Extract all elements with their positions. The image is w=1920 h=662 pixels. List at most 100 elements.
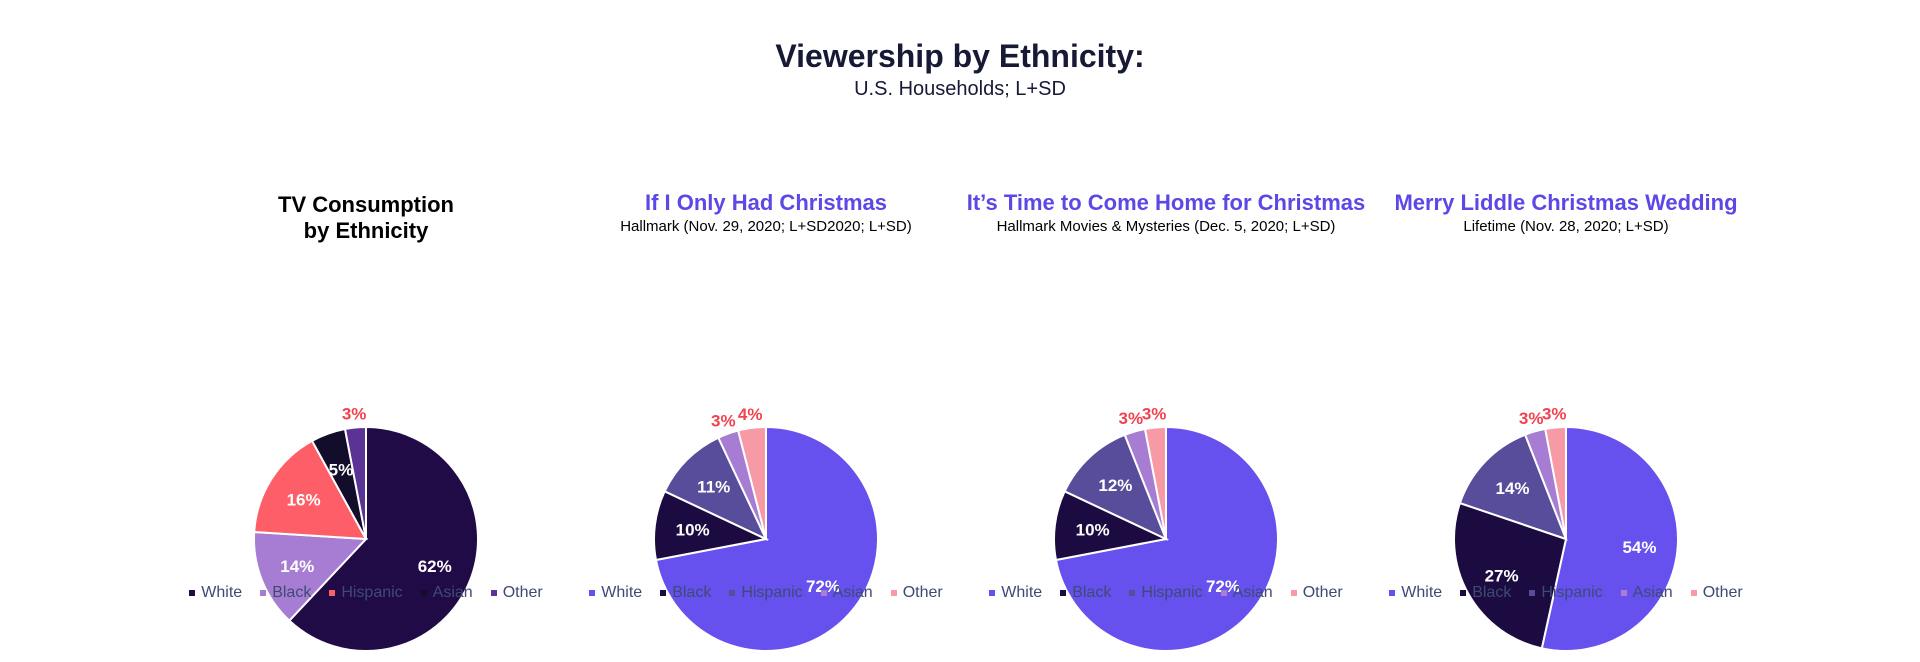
chart-title: TV Consumption by Ethnicity <box>278 192 454 243</box>
pie-chart: 72% 10% 12% 3%3% <box>1053 405 1279 652</box>
chart-title: If I Only Had Christmas <box>644 190 888 215</box>
legend-swatch <box>1129 590 1136 596</box>
legend-swatch <box>729 590 736 596</box>
data-label-hispanic: 11% <box>697 478 730 497</box>
chart-subtitle: Hallmark (Nov. 29, 2020; L+SD2020; L+SD) <box>620 218 912 235</box>
legend-item-white: White <box>989 584 1042 602</box>
legend-swatch <box>1529 590 1536 596</box>
chart-subtitle: Lifetime (Nov. 28, 2020; L+SD) <box>1463 218 1669 235</box>
data-label-asian: 5% <box>329 460 354 479</box>
data-label-other: 4% <box>738 405 763 424</box>
legend-swatch <box>989 590 996 596</box>
data-label-other: 3% <box>1542 405 1567 424</box>
pie-slice-other <box>1544 425 1567 540</box>
legend-item-other: Other <box>890 584 943 602</box>
chart-panel-if-i-only-had-christmas: If I Only Had Christmas Hallmark (Nov. 2… <box>566 190 966 652</box>
page-subtitle: U.S. Households; L+SD <box>854 78 1066 100</box>
chart-legend: White Black Hispanic Asian Other <box>966 584 1366 602</box>
pie-slice-black <box>253 530 369 623</box>
legend-label: Other <box>1702 584 1743 601</box>
data-label-other: 3% <box>1142 405 1167 424</box>
legend-swatch <box>1460 590 1467 596</box>
legend-item-asian: Asian <box>820 584 873 602</box>
legend-label: Asian <box>832 584 873 601</box>
legend-label: Black <box>272 584 312 601</box>
legend-swatch <box>260 590 267 596</box>
pie-chart: 62% 14% 16% 5% 3% <box>253 405 479 652</box>
chart-panel-merry-liddle-christmas-wedding: Merry Liddle Christmas Wedding Lifetime … <box>1366 190 1766 652</box>
legend-label: White <box>1001 584 1043 601</box>
legend-label: White <box>1401 584 1443 601</box>
legend-label: Asian <box>432 584 473 601</box>
legend-item-black: Black <box>260 584 311 602</box>
legend-label: Hispanic <box>1541 584 1603 601</box>
legend-label: Other <box>502 584 543 601</box>
chart-title: Merry Liddle Christmas Wedding <box>1394 190 1738 215</box>
chart-legend: White Black Hispanic Asian Other <box>1366 584 1766 602</box>
data-label-white: 54% <box>1622 538 1656 557</box>
legend-swatch <box>660 590 667 596</box>
data-label-hispanic: 16% <box>287 490 321 509</box>
pie-chart: 54% 27% 14% 3%3% <box>1453 405 1679 652</box>
legend-swatch <box>589 590 596 596</box>
chart-subtitle: Hallmark Movies & Mysteries (Dec. 5, 202… <box>996 218 1336 235</box>
legend-label: Asian <box>1232 584 1273 601</box>
legend-swatch <box>1620 590 1627 596</box>
legend-swatch <box>1220 590 1227 596</box>
pie-slice-black <box>1453 501 1568 650</box>
data-label-black: 10% <box>1076 521 1110 540</box>
legend-item-white: White <box>589 584 642 602</box>
chart-legend: White Black Hispanic Asian Other <box>566 584 966 602</box>
legend-item-white: White <box>1389 584 1442 602</box>
pie-slice-other <box>1143 425 1167 540</box>
data-label-asian: 3% <box>711 411 736 430</box>
legend-item-black: Black <box>660 584 711 602</box>
legend-swatch <box>490 590 497 596</box>
legend-item-other: Other <box>490 584 543 602</box>
chart-title: It’s Time to Come Home for Christmas <box>966 190 1366 215</box>
pie-slice-hispanic <box>1458 433 1568 541</box>
chart-legend: White Black Hispanic Asian Other <box>166 584 566 602</box>
legend-label: Hispanic <box>341 584 403 601</box>
legend-label: Black <box>1072 584 1112 601</box>
legend-item-black: Black <box>1460 584 1511 602</box>
data-label-white: 62% <box>418 557 452 576</box>
legend-swatch <box>189 590 196 596</box>
legend-swatch <box>1290 590 1297 596</box>
legend-label: Hispanic <box>1141 584 1203 601</box>
legend-swatch <box>1060 590 1067 596</box>
legend-item-hispanic: Hispanic <box>1529 584 1603 602</box>
legend-item-asian: Asian <box>1620 584 1673 602</box>
legend-label: Other <box>902 584 943 601</box>
data-label-asian: 3% <box>1519 409 1544 428</box>
legend-swatch <box>329 590 336 596</box>
data-label-other: 3% <box>342 405 367 424</box>
pie-chart: 72% 10% 11% 3% 4% <box>653 405 879 652</box>
legend-label: Black <box>672 584 712 601</box>
chart-panel-tv-consumption: TV Consumption by Ethnicity 62% 14% 16% 5% 3… <box>166 190 566 652</box>
legend-label: Asian <box>1632 584 1673 601</box>
data-label-hispanic: 12% <box>1098 476 1132 495</box>
legend-item-hispanic: Hispanic <box>329 584 403 602</box>
pie-slice-hispanic <box>253 439 368 541</box>
legend-label: Hispanic <box>741 584 803 601</box>
data-label-black: 14% <box>280 557 314 576</box>
data-label-white: 72% <box>806 577 840 596</box>
legend-item-other: Other <box>1690 584 1743 602</box>
legend-swatch <box>890 590 897 596</box>
data-label-black: 27% <box>1485 566 1519 585</box>
pie-slice-white <box>287 425 479 652</box>
pie-slice-hispanic <box>663 436 769 542</box>
legend-label: Black <box>1472 584 1512 601</box>
pie-slice-white <box>1540 425 1679 652</box>
pie-slice-other <box>736 425 767 540</box>
page-title: Viewership by Ethnicity: <box>775 38 1145 74</box>
legend-label: White <box>601 584 643 601</box>
pie-slice-hispanic <box>1063 433 1168 541</box>
legend-swatch <box>420 590 427 596</box>
legend-label: White <box>201 584 243 601</box>
data-label-white: 72% <box>1206 577 1240 596</box>
legend-item-hispanic: Hispanic <box>729 584 803 602</box>
legend-item-black: Black <box>1060 584 1111 602</box>
data-label-asian: 3% <box>1119 409 1144 428</box>
